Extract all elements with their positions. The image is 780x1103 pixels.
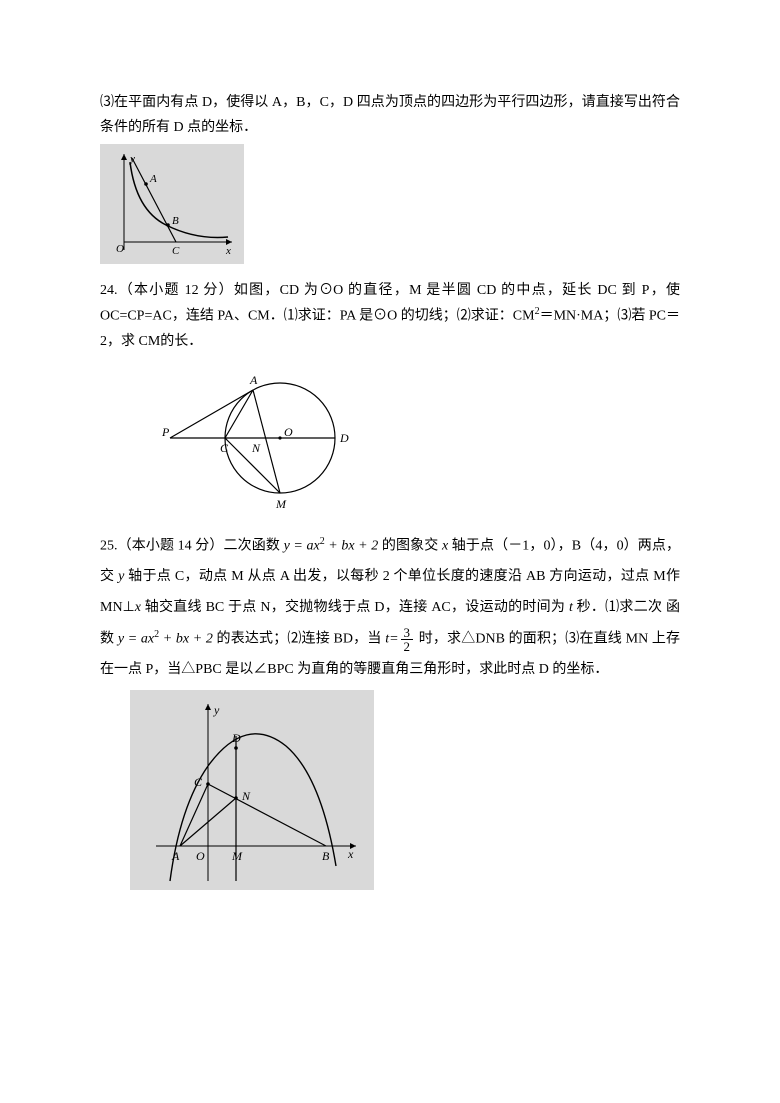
svg-text:C: C [220,441,229,455]
fig25-svg: A O M B x C N D y [136,696,366,886]
q24-text: 24.（本小题 12 分）如图，CD 为⊙O 的直径，M 是半圆 CD 的中点，… [100,278,680,354]
q25-l2d: 秒．⑴求二次 [573,600,662,615]
svg-text:B: B [322,849,330,863]
svg-text:O: O [116,243,124,255]
svg-text:C: C [194,775,203,789]
svg-text:P: P [161,425,170,439]
figure-25: A O M B x C N D y [130,690,374,890]
q25-l1c: 轴于点（－1，0），B（4，0）两点， [448,539,680,554]
q25-l1a: 25.（本小题 14 分）二次函数 [100,539,284,554]
svg-text:B: B [172,215,179,227]
fig24-svg: A P C N O D M [140,358,360,518]
svg-text:D: D [231,731,241,745]
q25-text: 25.（本小题 14 分）二次函数 y = ax2 + bx + 2 的图象交 … [100,531,680,686]
fraction-3-2: 32 [401,626,414,653]
q25-l3c: 时，求△DNB 的面积；⑶在直线 MN [415,632,648,647]
svg-text:y: y [213,703,220,717]
figure-24: A P C N O D M [140,358,360,518]
teq: t= [385,632,398,647]
frac-den: 2 [401,640,414,653]
frac-num: 3 [401,626,414,640]
eq1a: y = ax [284,539,320,554]
q25-l1b: 的图象交 [378,539,442,554]
eq2b: + bx + 2 [159,632,213,647]
svg-text:D: D [339,431,349,445]
svg-text:M: M [275,497,287,511]
fig23-svg: O A B C x y [106,150,236,260]
q25-l2c: 轴交直线 BC 于点 N，交抛物线于点 D，连接 AC，设运动的时间为 [141,600,569,615]
svg-text:y: y [129,153,135,165]
svg-text:A: A [249,373,258,387]
svg-text:A: A [149,173,157,185]
q25-l3b: 的表达式；⑵连接 BD，当 [213,632,385,647]
figure-23: O A B C x y [100,144,244,264]
svg-text:x: x [347,847,354,861]
eq2a: y = ax [118,632,154,647]
svg-text:A: A [171,849,180,863]
q23-part3: ⑶在平面内有点 D，使得以 A，B，C，D 四点为顶点的四边形为平行四边形，请直… [100,90,680,140]
svg-text:M: M [231,849,243,863]
svg-text:O: O [196,849,205,863]
eq1b: + bx + 2 [325,539,379,554]
svg-text:N: N [251,441,261,455]
svg-text:x: x [225,245,231,257]
svg-text:O: O [284,425,293,439]
q25-l2a: 交 [100,569,118,584]
svg-text:N: N [241,789,251,803]
svg-text:C: C [172,245,180,257]
